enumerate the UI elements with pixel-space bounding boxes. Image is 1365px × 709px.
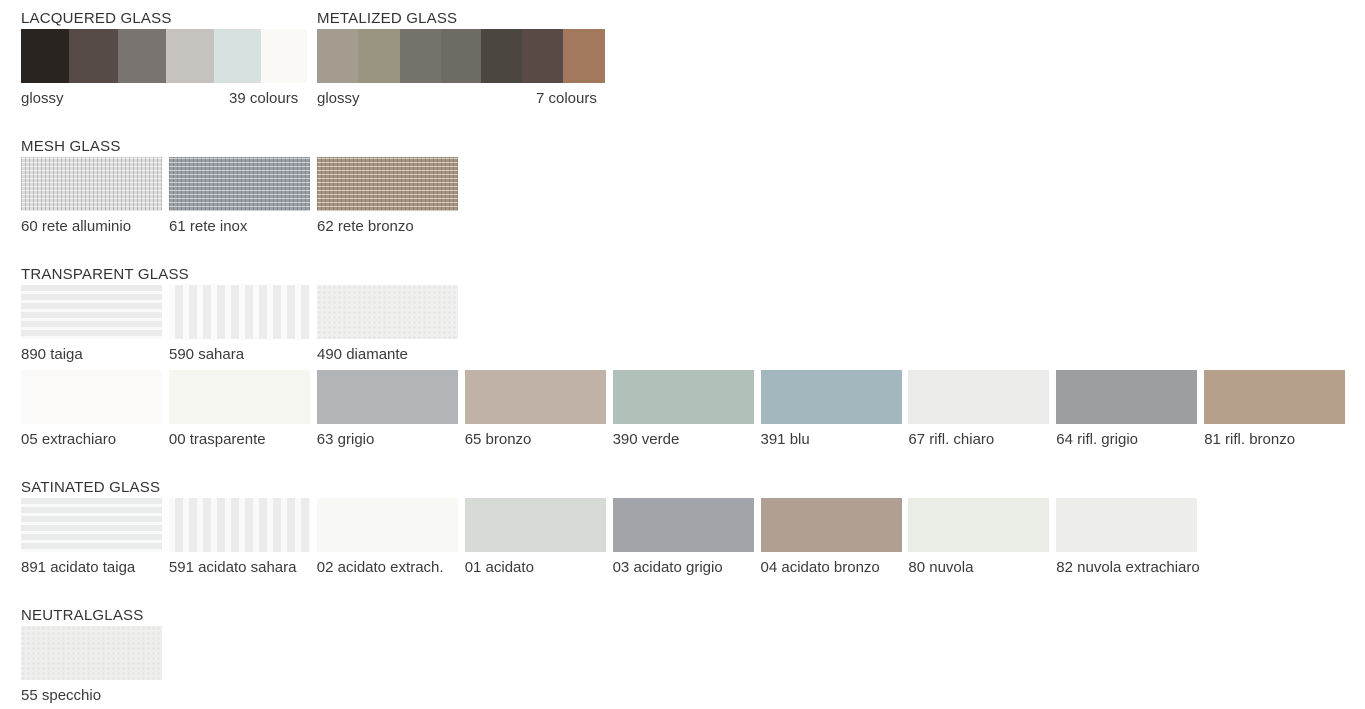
swatch-891-acidato-taiga — [21, 498, 162, 552]
swatch-61-rete-inox — [169, 157, 310, 211]
swatch-82-nuvola-extrachiaro — [1056, 498, 1198, 552]
label-67-rifl-chiaro: 67 rifl. chiaro — [908, 431, 995, 448]
label-01-acidato: 01 acidato — [464, 559, 534, 576]
label-65-bronzo: 65 bronzo — [464, 431, 532, 448]
swatch-02-acidato-extrach — [316, 498, 458, 552]
label-55-specchio: 55 specchio — [21, 687, 102, 704]
color-segment — [317, 29, 358, 83]
neutral-glass-heading: NEUTRALGLASS — [21, 607, 144, 624]
color-segment — [441, 29, 481, 83]
label-04-acidato-bronzo: 04 acidato bronzo — [760, 559, 880, 576]
label-63-grigio: 63 grigio — [316, 431, 375, 448]
swatch-65-bronzo — [464, 370, 606, 424]
swatch-00-trasparente — [168, 370, 310, 424]
label-891-acidato-taiga: 891 acidato taiga — [21, 559, 136, 576]
label-60-rete-alluminio: 60 rete alluminio — [21, 218, 132, 235]
label-890-taiga: 890 taiga — [21, 346, 83, 363]
lacquered-glass-heading: LACQUERED GLASS — [21, 10, 172, 27]
swatch-60-rete-alluminio — [21, 157, 162, 211]
swatch-490-diamante — [317, 285, 458, 339]
metalized-finish: glossy — [317, 90, 360, 107]
color-segment — [358, 29, 400, 83]
color-segment — [522, 29, 563, 83]
label-490-diamante: 490 diamante — [317, 346, 408, 363]
swatch-390-verde — [612, 370, 754, 424]
transparent-glass-heading: TRANSPARENT GLASS — [21, 266, 189, 283]
swatch-64-rifl-grigio — [1056, 370, 1198, 424]
color-segment — [166, 29, 214, 83]
swatch-01-acidato — [464, 498, 606, 552]
label-80-nuvola: 80 nuvola — [908, 559, 974, 576]
swatch-63-grigio — [316, 370, 458, 424]
label-82-nuvola-extrachiaro: 82 nuvola extrachiaro — [1056, 559, 1200, 576]
metalized-color-strip — [317, 29, 605, 83]
label-391-blu: 391 blu — [760, 431, 810, 448]
color-segment — [214, 29, 261, 83]
label-61-rete-inox: 61 rete inox — [169, 218, 248, 235]
swatch-591-acidato-sahara — [168, 498, 310, 552]
lacquered-color-strip — [21, 29, 307, 83]
swatch-81-rifl-bronzo — [1204, 370, 1346, 424]
label-00-trasparente: 00 trasparente — [168, 431, 266, 448]
color-segment — [563, 29, 605, 83]
swatch-590-sahara — [169, 285, 310, 339]
color-segment — [481, 29, 522, 83]
label-591-acidato-sahara: 591 acidato sahara — [168, 559, 297, 576]
swatch-55-specchio — [21, 626, 162, 680]
color-segment — [69, 29, 118, 83]
swatch-03-acidato-grigio — [612, 498, 754, 552]
label-05-extrachiaro: 05 extrachiaro — [21, 431, 117, 448]
lacquered-finish: glossy — [21, 90, 64, 107]
label-62-rete-bronzo: 62 rete bronzo — [317, 218, 414, 235]
metalized-glass-heading: METALIZED GLASS — [317, 10, 458, 27]
color-segment — [400, 29, 441, 83]
satinated-glass-heading: SATINATED GLASS — [21, 479, 161, 496]
swatch-890-taiga — [21, 285, 162, 339]
mesh-glass-heading: MESH GLASS — [21, 138, 121, 155]
swatch-67-rifl-chiaro — [908, 370, 1050, 424]
metalized-count: 7 colours — [536, 90, 597, 107]
label-03-acidato-grigio: 03 acidato grigio — [612, 559, 723, 576]
label-390-verde: 390 verde — [612, 431, 680, 448]
lacquered-count: 39 colours — [229, 90, 299, 107]
label-81-rifl-bronzo: 81 rifl. bronzo — [1204, 431, 1296, 448]
swatch-391-blu — [760, 370, 902, 424]
swatch-04-acidato-bronzo — [760, 498, 902, 552]
label-02-acidato-extrach: 02 acidato extrach. — [316, 559, 444, 576]
label-64-rifl-grigio: 64 rifl. grigio — [1056, 431, 1138, 448]
color-segment — [118, 29, 166, 83]
color-segment — [261, 29, 307, 83]
label-590-sahara: 590 sahara — [169, 346, 245, 363]
swatch-05-extrachiaro — [21, 370, 162, 424]
color-segment — [21, 29, 69, 83]
swatch-62-rete-bronzo — [317, 157, 458, 211]
swatch-80-nuvola — [908, 498, 1050, 552]
